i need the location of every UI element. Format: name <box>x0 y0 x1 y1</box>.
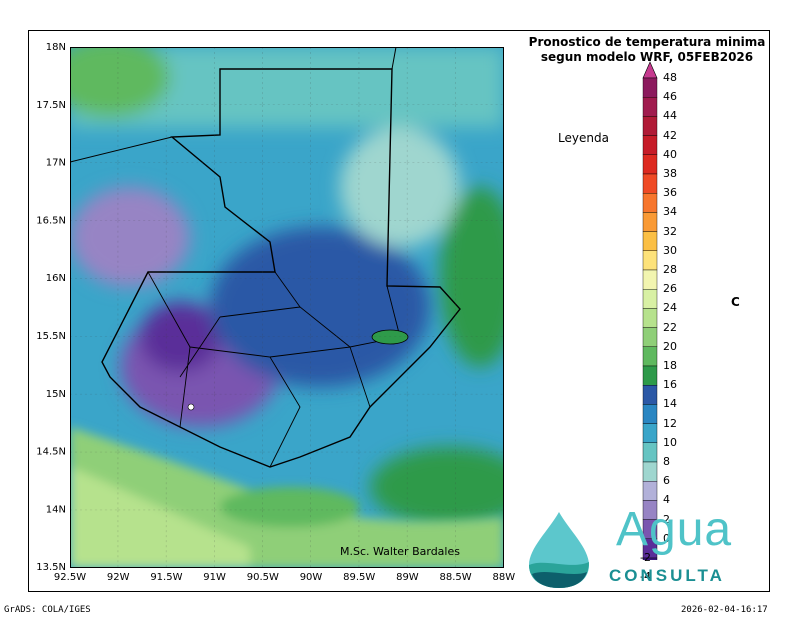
colorbar-swatch <box>642 116 658 136</box>
lon-label: 91W <box>203 572 226 583</box>
lon-label: 88W <box>492 572 515 583</box>
lat-label: 14N <box>46 504 66 515</box>
colorbar-swatch <box>642 77 658 98</box>
colorbar-level-label: -4 <box>640 570 651 584</box>
footer-software: GrADS: COLA/IGES <box>4 605 91 615</box>
colorbar-swatch <box>642 481 658 501</box>
colorbar-level-label: 34 <box>663 205 677 219</box>
colorbar-level-label: 2 <box>663 512 670 526</box>
colorbar-level-label: 24 <box>663 301 677 315</box>
colorbar-level-label: 6 <box>663 474 670 488</box>
colorbar-level-label: 26 <box>663 282 677 296</box>
author-credit: M.Sc. Walter Bardales <box>340 545 460 558</box>
colorbar-swatch <box>642 250 658 271</box>
colorbar-swatch <box>642 154 658 175</box>
logo-subtitle: CONSULTA <box>609 566 725 585</box>
colorbar-level-label: 16 <box>663 378 677 392</box>
temperature-map <box>70 47 504 568</box>
colorbar <box>642 61 658 560</box>
colorbar-swatch <box>642 308 658 328</box>
colorbar-swatch <box>642 385 658 405</box>
lon-label: 88.5W <box>440 572 472 583</box>
colorbar-level-label: 42 <box>663 128 677 142</box>
colorbar-swatch <box>642 423 658 444</box>
colorbar-top-cap <box>642 61 658 79</box>
colorbar-swatch <box>642 97 658 117</box>
colorbar-level-label: 18 <box>663 359 677 372</box>
title-line-1: Pronostico de temperatura minima <box>528 35 766 49</box>
colorbar-swatch <box>642 288 658 309</box>
lon-label: 89W <box>396 572 419 583</box>
lon-label: 90W <box>300 572 323 583</box>
lat-label: 16.5N <box>36 215 66 226</box>
lat-label: 14.5N <box>36 447 66 458</box>
lon-label: 89.5W <box>343 572 375 583</box>
colorbar-swatch <box>642 269 658 290</box>
legend-title: Leyenda <box>558 131 609 145</box>
lat-label: 18N <box>46 42 66 53</box>
colorbar-swatch <box>642 346 658 367</box>
lat-label: 17N <box>46 158 66 169</box>
water-drop-icon <box>529 512 589 588</box>
colorbar-level-label: 44 <box>663 109 677 123</box>
colorbar-swatch <box>642 365 658 386</box>
colorbar-level-label: 46 <box>663 90 677 104</box>
lat-label: 15.5N <box>36 331 66 342</box>
plot-frame <box>28 30 770 592</box>
colorbar-swatch <box>642 461 658 482</box>
lon-label: 91.5W <box>150 572 182 583</box>
colorbar-swatch <box>642 212 658 232</box>
lat-label: 17.5N <box>36 100 66 111</box>
map-title: Pronostico de temperatura minima segun m… <box>522 35 772 65</box>
lat-label: 15N <box>46 389 66 400</box>
colorbar-level-label: 4 <box>663 493 670 507</box>
colorbar-level-label: 10 <box>663 435 677 449</box>
colorbar-level-label: 28 <box>663 263 677 276</box>
lat-label: 13.5N <box>36 562 66 573</box>
colorbar-level-label: 30 <box>663 243 677 257</box>
colorbar-level-label: 0 <box>663 531 670 545</box>
colorbar-level-label: 12 <box>663 416 677 430</box>
colorbar-swatch <box>642 442 658 463</box>
colorbar-swatch <box>642 327 658 348</box>
colorbar-level-label: 38 <box>663 167 677 180</box>
colorbar-swatch <box>642 135 658 155</box>
lon-label: 92.5W <box>54 572 86 583</box>
colorbar-level-label: 20 <box>663 339 677 353</box>
footer-timestamp: 2026-02-04-16:17 <box>681 605 768 615</box>
colorbar-swatch <box>642 173 658 194</box>
unit-label: C <box>731 295 740 309</box>
lon-label: 92W <box>107 572 130 583</box>
colorbar-swatch <box>642 557 658 560</box>
colorbar-level-label: 48 <box>663 71 677 84</box>
colorbar-swatch <box>642 192 658 213</box>
logo-word: Agua <box>616 503 733 556</box>
colorbar-swatch <box>642 404 658 424</box>
lat-lon-grid <box>70 47 504 568</box>
colorbar-level-label: 36 <box>663 186 677 200</box>
colorbar-level-label: 22 <box>663 320 677 334</box>
colorbar-level-label: -2 <box>640 551 651 564</box>
title-line-2: segun modelo WRF, 05FEB2026 <box>540 50 754 64</box>
colorbar-level-label: 14 <box>663 397 677 411</box>
lon-label: 90.5W <box>247 572 279 583</box>
map-border <box>70 47 504 568</box>
colorbar-swatch <box>642 231 658 252</box>
colorbar-level-label: 40 <box>663 147 677 161</box>
lat-label: 16N <box>46 273 66 284</box>
colorbar-level-label: 8 <box>663 455 670 468</box>
colorbar-level-label: 32 <box>663 224 677 238</box>
